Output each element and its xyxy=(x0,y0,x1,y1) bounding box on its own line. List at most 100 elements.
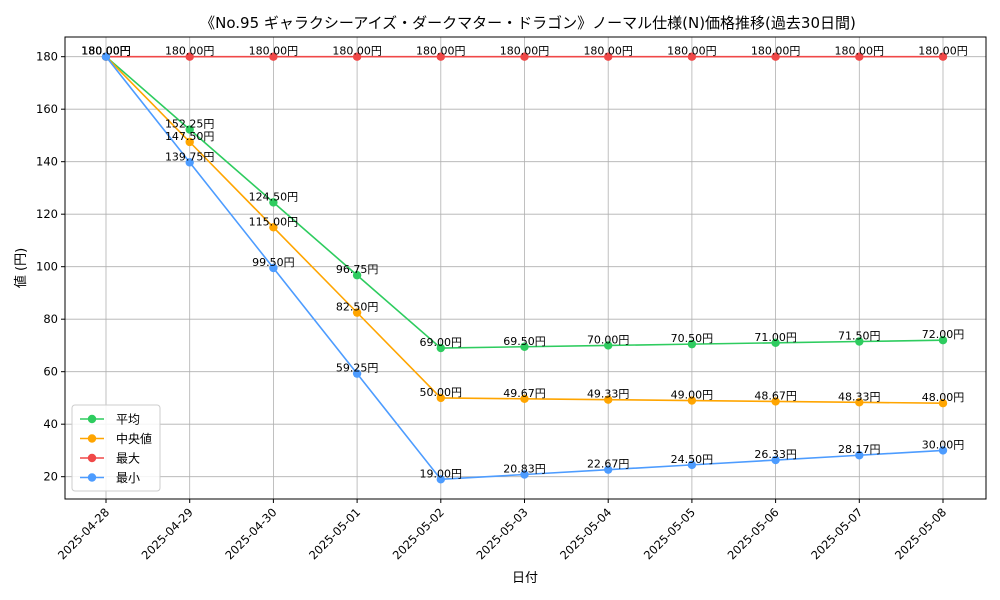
data-label: 69.00円 xyxy=(420,336,463,349)
data-label: 26.33円 xyxy=(754,448,797,461)
data-labels: 180.00円 152.25円 124.50円 96.75円 69.00円 69.50円 7… xyxy=(81,45,968,481)
data-label: 152.25円 xyxy=(165,118,215,131)
data-point xyxy=(436,393,445,403)
data-label: 180.00円 xyxy=(165,45,215,58)
data-point xyxy=(185,125,194,134)
x-axis-ticks: 2025-04-28 2025-04-29 2025-04-30 2025-05-01… xyxy=(55,499,949,562)
data-point xyxy=(855,337,864,346)
data-point xyxy=(185,52,194,61)
data-label: 115.00円 xyxy=(249,215,299,228)
data-point xyxy=(938,398,948,408)
y-tick-label: 100 xyxy=(36,260,58,274)
legend-box xyxy=(71,404,161,492)
data-label: 48.67円 xyxy=(754,389,797,402)
x-tick-label: 2025-05-04 xyxy=(557,505,614,562)
data-point xyxy=(771,397,780,406)
data-label: 180.00円 xyxy=(583,45,633,58)
data-label: 70.50円 xyxy=(671,332,714,345)
data-point xyxy=(269,263,278,273)
data-label: 48.33円 xyxy=(838,390,881,403)
data-point xyxy=(687,396,697,405)
data-label: 147.50円 xyxy=(165,130,215,143)
data-label: 71.00円 xyxy=(754,331,797,344)
y-tick-label: 40 xyxy=(43,417,58,431)
x-tick-label: 2025-05-08 xyxy=(892,505,949,562)
data-label: 180.00円 xyxy=(81,45,131,58)
data-label: 180.00円 xyxy=(81,45,131,58)
y-tick-label: 140 xyxy=(36,155,58,169)
data-label: 180.00円 xyxy=(332,45,382,58)
data-label: 69.50円 xyxy=(503,335,546,348)
x-tick-label: 2025-05-05 xyxy=(641,505,698,562)
x-tick-label: 2025-05-02 xyxy=(390,505,447,562)
data-point xyxy=(520,470,529,479)
data-point xyxy=(938,446,948,455)
data-point xyxy=(436,343,445,353)
data-point xyxy=(687,52,697,61)
legend-label: 最大 xyxy=(116,452,140,466)
data-label: 22.67円 xyxy=(587,458,630,471)
y-tick-label: 80 xyxy=(43,312,58,326)
data-label: 180.00円 xyxy=(81,45,131,58)
data-label: 96.75円 xyxy=(336,263,379,276)
data-label: 180.00円 xyxy=(81,45,131,58)
y-axis-ticks: 20 40 60 80 100 120 140 160 180 xyxy=(36,50,65,484)
data-label: 48.00円 xyxy=(922,391,965,404)
data-label: 49.33円 xyxy=(587,388,630,401)
data-point xyxy=(771,455,780,465)
x-tick-label: 2025-04-29 xyxy=(139,505,196,562)
data-point xyxy=(855,398,864,407)
data-point xyxy=(687,460,697,470)
data-label: 71.50円 xyxy=(838,330,881,343)
data-point xyxy=(269,223,278,232)
data-point xyxy=(101,52,111,61)
data-point xyxy=(352,52,362,61)
x-tick-label: 2025-05-07 xyxy=(808,505,865,562)
data-point xyxy=(855,451,864,460)
data-label: 180.00円 xyxy=(751,45,801,58)
data-point xyxy=(352,308,362,317)
legend-marker xyxy=(87,414,97,424)
data-point xyxy=(938,52,948,61)
y-tick-label: 20 xyxy=(43,470,58,484)
data-label: 180.00円 xyxy=(667,45,717,58)
data-point xyxy=(269,198,278,207)
x-axis-label: 日付 xyxy=(512,571,538,586)
y-tick-label: 180 xyxy=(36,50,58,64)
data-label: 30.00円 xyxy=(922,438,965,451)
x-tick-label: 2025-05-06 xyxy=(725,505,782,562)
y-axis-label: 値 (円) xyxy=(13,248,29,288)
data-label: 19.00円 xyxy=(420,467,463,480)
data-point xyxy=(938,335,948,345)
data-label: 24.50円 xyxy=(671,453,714,466)
x-tick-label: 2025-04-30 xyxy=(222,505,279,562)
data-point xyxy=(185,137,194,147)
data-label: 70.00円 xyxy=(587,333,630,346)
data-label: 59.25円 xyxy=(336,362,379,375)
chart-title: 《No.95 ギャラクシーアイズ・ダークマター・ドラゴン》ノーマル仕様(N)価格… xyxy=(200,14,856,32)
plot-frame xyxy=(64,36,987,500)
data-label: 124.50円 xyxy=(249,190,299,203)
data-point xyxy=(520,394,529,404)
data-point xyxy=(604,465,613,474)
legend-label: 中央値 xyxy=(116,431,152,446)
data-point xyxy=(771,52,780,61)
data-point xyxy=(185,158,194,167)
data-label: 180.00円 xyxy=(249,45,299,58)
data-label: 50.00円 xyxy=(420,386,463,399)
series-layer xyxy=(101,52,948,484)
data-point xyxy=(687,339,697,349)
data-point xyxy=(604,52,613,61)
y-tick-label: 120 xyxy=(36,207,58,221)
data-point xyxy=(771,338,780,348)
data-point xyxy=(855,52,864,61)
y-tick-label: 60 xyxy=(43,365,58,379)
legend-label: 最小 xyxy=(116,471,140,485)
data-label: 20.83円 xyxy=(503,463,546,476)
legend-marker xyxy=(87,434,97,443)
x-tick-label: 2025-05-03 xyxy=(473,505,530,562)
data-label: 72.00円 xyxy=(922,328,965,341)
data-point xyxy=(352,369,362,378)
x-tick-label: 2025-04-28 xyxy=(55,505,112,562)
